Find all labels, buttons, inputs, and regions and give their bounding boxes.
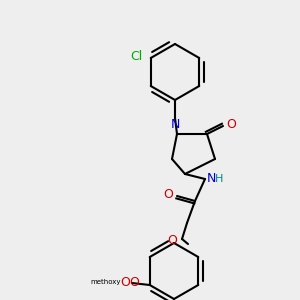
Text: O: O: [163, 188, 173, 200]
Text: O: O: [167, 235, 177, 248]
Text: N: N: [170, 118, 180, 131]
Text: N: N: [207, 172, 216, 185]
Text: Cl: Cl: [130, 50, 143, 62]
Text: methoxy: methoxy: [90, 279, 121, 285]
Text: H: H: [215, 174, 224, 184]
Text: O: O: [129, 277, 139, 290]
Text: O: O: [120, 275, 130, 289]
Text: O: O: [226, 118, 236, 130]
